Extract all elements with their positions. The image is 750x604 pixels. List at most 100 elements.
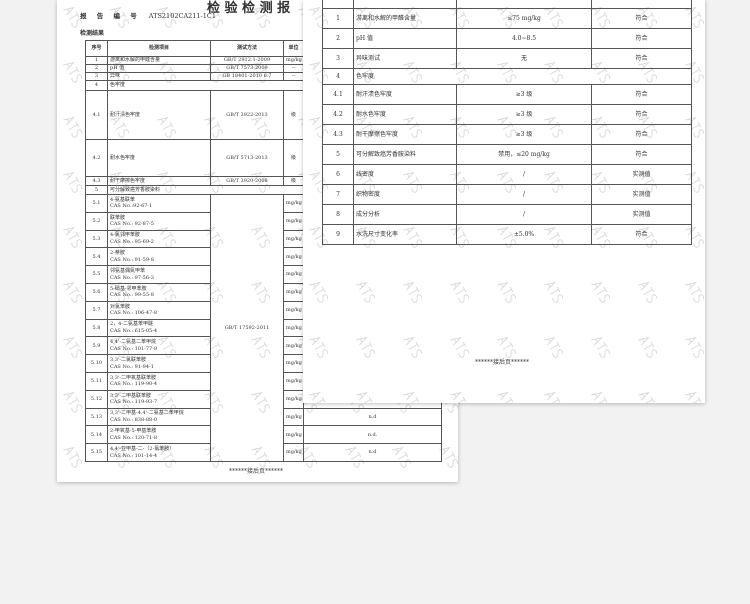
row-number: 5.13 [85, 407, 108, 427]
test-item: 3,3'-二甲氧基联苯胺 CAS No.: 119-90-4 [107, 371, 211, 391]
row-number: 5.6 [85, 282, 108, 302]
cas-number: CAS No.: 106-47-8 [110, 310, 158, 317]
requirement: ≤75 mg/kg [456, 8, 592, 29]
test-item: 3,3'-二甲基-4,4'-二氨基二苯甲烷 CAS No.: 838-88-0 [107, 407, 211, 427]
test-method: GB 18401-2010 6.7 [210, 72, 284, 81]
test-item: 5-硝基-邻甲苯胺 CAS No.: 99-55-8 [107, 282, 211, 302]
substance-name: 4-氨基联苯 [110, 196, 135, 203]
watermark-mark [63, 336, 83, 358]
watermark-mark [591, 391, 611, 403]
test-method: GB/T 5713-2013 [210, 139, 284, 177]
watermark-mark [544, 336, 564, 358]
watermark-mark [638, 391, 658, 403]
row-number: 5.11 [85, 371, 108, 391]
row-number: 4.3 [322, 124, 354, 145]
cas-number: CAS No.:92-67-1 [110, 203, 153, 210]
test-item: 色牢度 [353, 68, 692, 85]
requirement: 无 [456, 48, 592, 69]
report-number-value: ATS2102CA211-1C1 [148, 12, 216, 20]
table-header [322, 0, 692, 9]
requirement: 禁用，≤20 mg/kg [456, 144, 592, 165]
test-item: 游离和水解的甲醛含量 [107, 56, 211, 65]
verdict: 符合 [591, 8, 692, 29]
requirement: / [456, 164, 592, 185]
test-item: 2-甲氧基-5-甲基苯胺 CAS No.: 120-71-8 [107, 425, 211, 445]
watermark-mark [356, 281, 376, 303]
watermark-mark [685, 336, 705, 358]
test-item: 2-萘胺 CAS No.: 91-59-8 [107, 247, 211, 267]
test-method: GB/T 2912.1-2009 [210, 56, 284, 65]
test-item: 耐干摩擦色牢度 [353, 124, 457, 145]
test-item: 水洗尺寸变化率 [353, 224, 457, 245]
column-header: 测试方法 [210, 40, 284, 57]
table-row: 4.2 耐水色牢度 ≥3 级符合 [322, 104, 692, 125]
report-title: 检 验 检 测 报 [207, 1, 291, 16]
table-row: 7 织物密度 / 实测值 [322, 184, 692, 205]
unit: 级 [283, 176, 304, 186]
requirement: ≥3 级 [456, 104, 592, 125]
watermark-mark [450, 391, 470, 403]
test-item: 联苯胺 CAS No.: 92-87-5 [107, 211, 211, 231]
substance-name: 3,3'-二甲基-4,4'-二氨基二苯甲烷 [110, 410, 184, 417]
substance-name: 联苯胺 [110, 214, 126, 221]
table-row: 4.1 耐汗渍色牢度 GB/T 3922-2013 级 [85, 90, 442, 140]
row-number: 4.2 [85, 139, 108, 177]
row-number: 5.5 [85, 265, 108, 284]
table-row: 5 可分解致癌芳香胺染料 禁用，≤20 mg/kg 符合 [322, 144, 692, 165]
watermark-mark [63, 171, 83, 193]
watermark-mark [403, 281, 423, 303]
row-number: 5.3 [85, 229, 108, 249]
unit: 级 [283, 139, 304, 177]
row-number: 4 [322, 68, 354, 85]
verdict: 实测值 [591, 184, 692, 205]
cas-number: CAS No.: 120-71-8 [110, 434, 158, 441]
test-item: 可分解致癌芳香胺染料 [353, 144, 457, 165]
test-item: 织物密度 [353, 184, 457, 205]
table-row: 2 pH 值 4.0~8.5 符合 [322, 28, 692, 49]
watermark-mark [439, 446, 458, 468]
watermark-mark [63, 116, 83, 138]
verdict: 符合 [591, 124, 692, 145]
table-row: 4 色牢度 [322, 68, 692, 85]
report-number-label: 报 告 编 号 [80, 12, 141, 20]
row-number: 1 [322, 8, 354, 29]
unit: -- [283, 64, 304, 73]
test-item: 对氯苯胺 CAS No.: 106-47-8 [107, 300, 211, 320]
row-number: 3 [322, 48, 354, 69]
row-number: 5 [322, 144, 354, 165]
test-item: pH 值 [353, 28, 457, 49]
requirement: ≥3 级 [456, 84, 592, 105]
row-number: 4.3 [85, 176, 108, 186]
column-header [591, 0, 692, 9]
requirement: ≥3 级 [456, 124, 592, 145]
requirement: 4.0~8.5 [456, 28, 592, 49]
watermark-mark [497, 281, 517, 303]
verdict: 符合 [591, 104, 692, 125]
unit: mg/kg [283, 354, 304, 373]
unit: 级 [283, 90, 304, 140]
column-header [353, 0, 457, 9]
watermark-mark [63, 226, 83, 248]
watermark-mark [450, 281, 470, 303]
substance-name: 4,4'-二氨基二苯甲烷 [110, 339, 157, 346]
row-number: 5.14 [85, 425, 108, 445]
watermark-mark [450, 336, 470, 358]
cas-number: CAS No.: 99-55-8 [110, 292, 154, 299]
watermark-mark [544, 281, 564, 303]
watermark-mark [356, 391, 376, 403]
requirement: ±5.0% [456, 224, 592, 245]
watermark-mark [356, 336, 376, 358]
row-number: 9 [322, 224, 354, 245]
cas-number: CAS No.: 97-56-3 [110, 274, 154, 281]
unit: mg/kg [283, 336, 304, 356]
row-number: 3 [85, 72, 108, 81]
test-item: 2，4-二氨基苯甲醚 CAS No.: 615-05-4 [107, 318, 211, 338]
watermark-mark [685, 391, 705, 403]
unit: mg/kg [283, 407, 304, 427]
unit: mg/kg [283, 211, 304, 231]
watermark-mark [403, 336, 423, 358]
requirement: / [456, 184, 592, 205]
table-row: 8 成分分析 / 实测值 [322, 204, 692, 225]
unit: mg/kg [283, 318, 304, 338]
substance-name: 3,3'-二甲氧基联苯胺 [110, 374, 157, 381]
